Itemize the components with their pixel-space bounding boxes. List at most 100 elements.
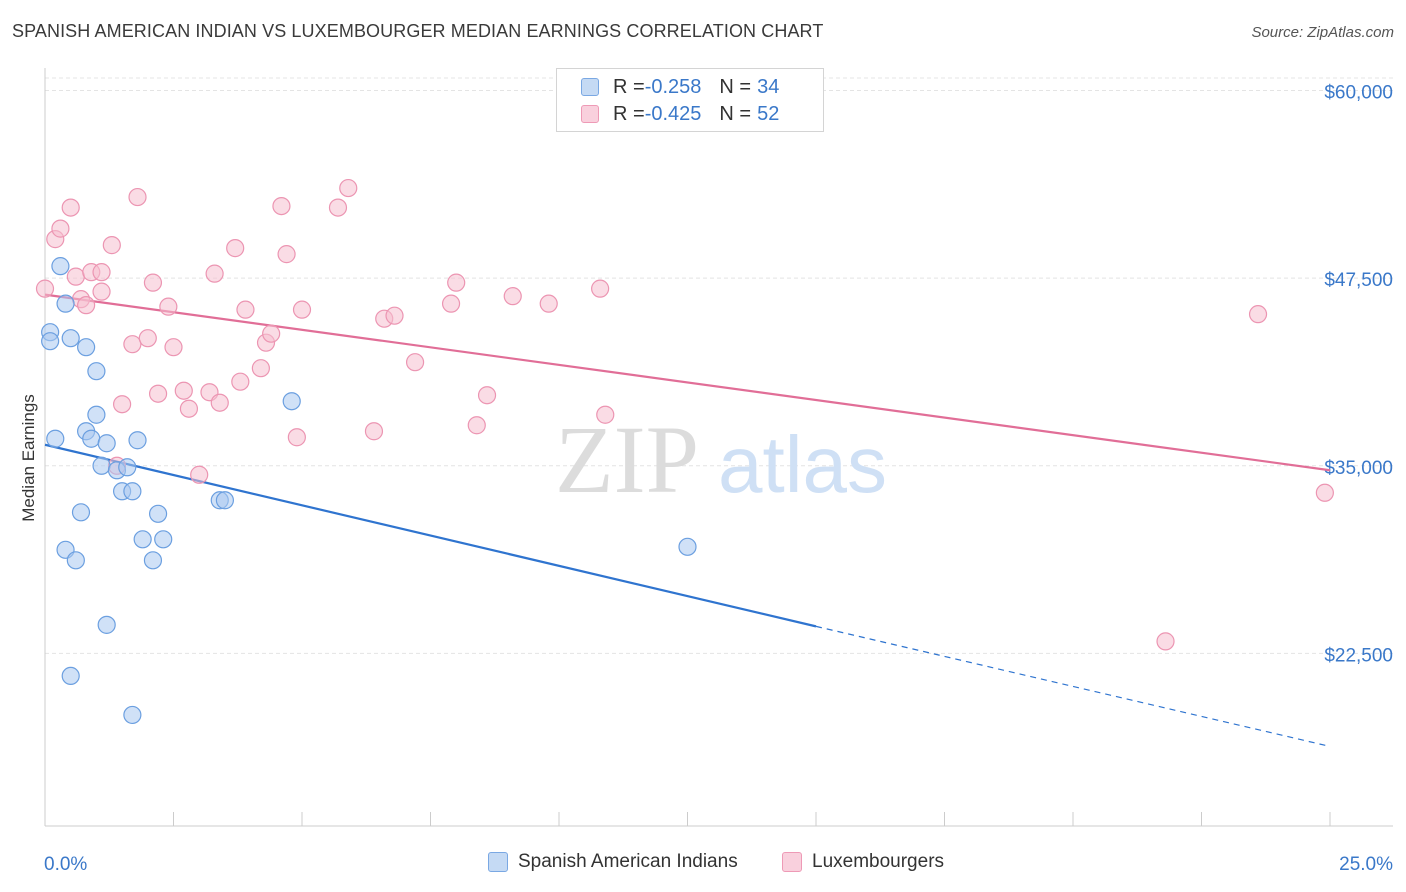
point-luxembourger xyxy=(226,239,245,258)
point-luxembourger xyxy=(339,178,358,198)
point-luxembourger xyxy=(174,381,193,400)
point-luxembourger xyxy=(1156,632,1175,651)
point-luxembourger xyxy=(364,422,384,441)
n-label: N = xyxy=(719,102,752,125)
point-spanish-american-indian xyxy=(133,530,152,549)
point-spanish-american-indian xyxy=(61,666,80,686)
watermark: ZIP atlas xyxy=(555,406,887,513)
point-spanish-american-indian xyxy=(51,257,70,276)
point-luxembourger xyxy=(35,279,55,298)
y-tick-labels: $22,500 $35,000 $47,500 $60,000 xyxy=(1324,83,1393,667)
point-spanish-american-indian xyxy=(154,530,173,549)
stats-row-spanish-american-indians: R = -0.258 N = 34 xyxy=(581,76,779,98)
point-luxembourger xyxy=(143,273,163,292)
point-spanish-american-indian xyxy=(678,537,697,556)
point-luxembourger xyxy=(148,384,168,403)
data-points xyxy=(35,178,1334,725)
point-luxembourger xyxy=(277,245,296,264)
n-label: N = xyxy=(719,75,752,98)
point-spanish-american-indian xyxy=(82,429,101,448)
y-tick-label: $60,000 xyxy=(1324,83,1393,104)
point-luxembourger xyxy=(128,187,147,207)
point-luxembourger xyxy=(539,294,558,313)
point-luxembourger xyxy=(92,282,111,301)
point-spanish-american-indian xyxy=(123,482,142,501)
r-value: -0.258 xyxy=(644,75,702,98)
y-tick-label: $47,500 xyxy=(1324,270,1393,291)
x-tick-label-end: 25.0% xyxy=(1339,854,1393,875)
point-spanish-american-indian xyxy=(61,329,80,348)
point-luxembourger xyxy=(251,359,270,378)
point-luxembourger xyxy=(190,465,209,484)
n-value: 34 xyxy=(757,75,780,98)
point-spanish-american-indian xyxy=(118,458,137,477)
legend-swatch-blue xyxy=(488,852,508,872)
legend-swatch-blue xyxy=(581,78,599,96)
point-spanish-american-indian xyxy=(282,392,301,411)
point-luxembourger xyxy=(159,297,178,316)
watermark-zip: ZIP xyxy=(555,406,699,513)
point-spanish-american-indian xyxy=(97,615,116,634)
legend-label: Spanish American Indians xyxy=(518,851,738,872)
point-spanish-american-indian xyxy=(123,705,142,725)
point-luxembourger xyxy=(596,405,615,424)
trend-line-extension-spanish-american-indians xyxy=(815,625,1331,748)
point-luxembourger xyxy=(292,300,312,319)
x-tick-labels: 0.0% 25.0% xyxy=(44,854,1393,875)
point-luxembourger xyxy=(61,198,80,217)
axes xyxy=(44,68,1393,827)
legend-item-luxembourgers: Luxembourgers xyxy=(782,851,944,873)
point-spanish-american-indian xyxy=(87,362,106,381)
y-tick-label: $22,500 xyxy=(1324,645,1393,666)
point-luxembourger xyxy=(447,273,466,292)
watermark-atlas: atlas xyxy=(718,420,887,509)
legend-swatch-pink xyxy=(581,105,599,123)
point-spanish-american-indian xyxy=(56,294,75,313)
point-spanish-american-indian xyxy=(148,504,168,523)
chart-title: SPANISH AMERICAN INDIAN VS LUXEMBOURGER … xyxy=(12,21,824,41)
point-luxembourger xyxy=(92,263,111,282)
point-luxembourger xyxy=(102,236,121,255)
point-spanish-american-indian xyxy=(215,491,234,510)
r-label: R = xyxy=(613,102,645,125)
point-luxembourger xyxy=(205,264,224,283)
point-spanish-american-indian xyxy=(46,429,65,448)
point-luxembourger xyxy=(179,399,199,418)
point-luxembourger xyxy=(123,335,142,354)
point-luxembourger xyxy=(385,306,404,325)
point-luxembourger xyxy=(1248,305,1268,324)
point-luxembourger xyxy=(66,267,85,286)
point-luxembourger xyxy=(236,300,255,319)
y-axis-label: Median Earnings xyxy=(19,394,38,522)
point-spanish-american-indian xyxy=(143,551,163,570)
point-luxembourger xyxy=(477,386,497,405)
y-tick-label: $35,000 xyxy=(1324,458,1393,479)
point-luxembourger xyxy=(405,353,425,372)
point-spanish-american-indian xyxy=(97,434,116,453)
point-luxembourger xyxy=(467,416,486,435)
trend-line-luxembourgers xyxy=(44,293,1331,472)
point-luxembourger xyxy=(272,196,291,216)
source-credit: Source: ZipAtlas.com xyxy=(1251,24,1394,41)
point-spanish-american-indian xyxy=(41,332,60,351)
point-luxembourger xyxy=(287,428,306,447)
legend-item-spanish-american-indians: Spanish American Indians xyxy=(488,851,738,873)
point-luxembourger xyxy=(138,329,157,348)
point-luxembourger xyxy=(328,198,348,217)
r-label: R = xyxy=(613,75,645,98)
point-spanish-american-indian xyxy=(87,405,106,424)
point-luxembourger xyxy=(210,393,229,412)
stats-row-luxembourgers: R = -0.425 N = 52 xyxy=(581,103,779,125)
legend-label: Luxembourgers xyxy=(812,851,945,872)
point-spanish-american-indian xyxy=(128,431,147,450)
gridlines xyxy=(45,77,1393,654)
point-luxembourger xyxy=(77,296,96,315)
point-luxembourger xyxy=(112,395,132,414)
trend-lines xyxy=(44,293,1331,748)
point-spanish-american-indian xyxy=(77,338,96,357)
point-luxembourger xyxy=(262,324,281,343)
n-value: 52 xyxy=(757,102,780,125)
point-luxembourger xyxy=(51,219,70,238)
point-luxembourger xyxy=(441,294,461,313)
